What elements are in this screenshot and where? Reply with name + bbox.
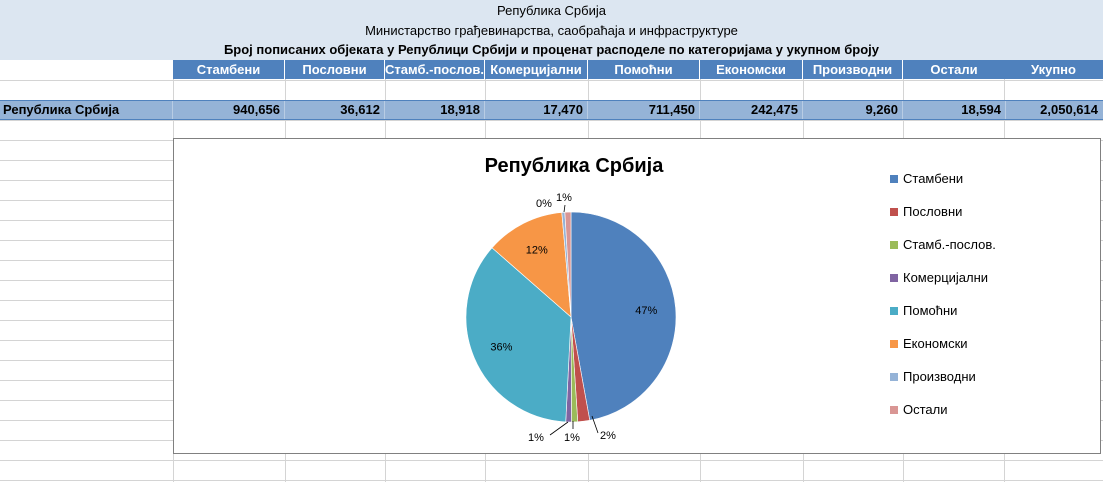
column-header[interactable]: Остали: [903, 60, 1006, 79]
legend-swatch: [890, 208, 898, 216]
leader-line: [549, 421, 569, 436]
pie-plot-area: 47% 2% 1% 1% 36% 12% 0% 1%: [465, 192, 677, 444]
header-line-country: Република Србија: [497, 3, 606, 18]
legend-swatch: [890, 175, 898, 183]
table-cell[interactable]: 711,450: [588, 101, 700, 119]
data-label: 0%: [536, 198, 552, 210]
pie-slice[interactable]: [465, 247, 572, 423]
data-label: 12%: [526, 245, 548, 257]
table-cell[interactable]: 940,656: [173, 101, 285, 119]
pie-slice[interactable]: [491, 212, 572, 318]
header-line-description: Број пописаних објеката у Републици Срби…: [223, 42, 880, 57]
legend-label: Комерцијални: [903, 270, 989, 285]
legend-label: Остали: [903, 402, 948, 417]
column-header[interactable]: Производни: [803, 60, 903, 79]
column-header[interactable]: Стамбени: [173, 60, 285, 79]
legend-label: Економски: [903, 336, 968, 351]
column-header[interactable]: Економски: [700, 60, 803, 79]
data-label: 1%: [556, 192, 572, 204]
pie-chart[interactable]: Република Србија 47% 2% 1% 1% 36% 12% 0% 1% Ста…: [173, 138, 1101, 454]
data-label: 47%: [635, 305, 657, 317]
legend-swatch: [890, 373, 898, 381]
pie-slice[interactable]: [570, 211, 677, 421]
data-label: 36%: [490, 341, 512, 353]
legend-label: Стамбени: [903, 171, 964, 186]
table-cell[interactable]: 17,470: [485, 101, 588, 119]
legend-label: Помоћни: [903, 303, 958, 318]
data-label: 1%: [564, 432, 580, 444]
leader-line: [563, 204, 566, 213]
legend-swatch: [890, 340, 898, 348]
legend-label: Производни: [903, 369, 976, 384]
legend-swatch: [890, 307, 898, 315]
table-cell[interactable]: 9,260: [803, 101, 903, 119]
column-header[interactable]: Помоћни: [588, 60, 700, 79]
row-label[interactable]: Република Србија: [0, 101, 173, 119]
legend-label: Пословни: [903, 204, 963, 219]
legend-label: Стамб.-послов.: [903, 237, 996, 252]
legend-swatch: [890, 406, 898, 414]
table-cell[interactable]: 18,594: [903, 101, 1006, 119]
data-label: 2%: [600, 430, 616, 442]
column-header-row: Стамбени Пословни Стамб.-послов. Комерци…: [173, 60, 1006, 79]
header-band: [0, 0, 1103, 60]
table-row: Република Србија 940,656 36,612 18,918 1…: [0, 100, 1103, 120]
data-label: 1%: [528, 432, 544, 444]
table-cell[interactable]: 36,612: [285, 101, 385, 119]
leader-line: [591, 415, 599, 434]
legend-swatch: [890, 274, 898, 282]
table-cell[interactable]: 18,918: [385, 101, 485, 119]
table-cell-total[interactable]: 2,050,614: [1040, 102, 1098, 117]
column-header[interactable]: Стамб.-послов.: [385, 60, 485, 79]
header-line-ministry: Министарство грађевинарства, саобраћаја …: [365, 23, 738, 38]
column-header[interactable]: Пословни: [285, 60, 385, 79]
chart-title: Република Србија: [484, 155, 664, 177]
pie-slice[interactable]: [564, 211, 572, 318]
total-header-row: Укупно: [1004, 60, 1103, 79]
column-header[interactable]: Комерцијални: [485, 60, 588, 79]
column-header-total[interactable]: Укупно: [1004, 60, 1103, 79]
legend-swatch: [890, 241, 898, 249]
table-cell[interactable]: 242,475: [700, 101, 803, 119]
